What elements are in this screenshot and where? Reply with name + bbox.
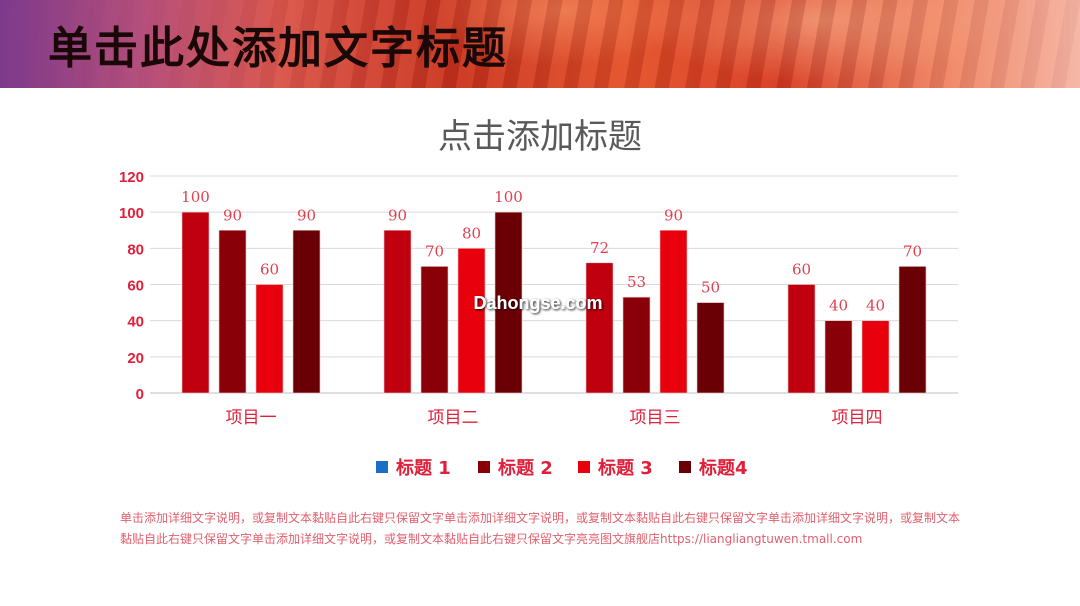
data-label: 90 [223, 206, 242, 224]
data-label: 100 [494, 188, 523, 206]
bar [585, 262, 614, 394]
data-label: 90 [664, 206, 683, 224]
data-label: 72 [590, 239, 609, 257]
data-label: 90 [388, 206, 407, 224]
data-label: 70 [425, 242, 444, 260]
bar [181, 211, 210, 394]
legend-swatch [679, 461, 691, 473]
footnote-text[interactable]: 单击添加详细文字说明，或复制文本黏贴自此右键只保留文字单击添加详细文字说明，或复… [120, 511, 961, 546]
y-tick-label: 60 [127, 278, 144, 295]
header-banner: 单击此处添加文字标题 [0, 0, 1080, 88]
legend-label[interactable]: 标题4 [698, 457, 748, 479]
y-tick-label: 120 [119, 169, 144, 186]
data-label: 60 [792, 261, 811, 279]
y-axis-ticks: 0 20 40 60 80 100 120 [119, 169, 144, 403]
chart-title[interactable]: 点击添加标题 [438, 118, 642, 156]
bar [494, 211, 523, 394]
data-label: 70 [903, 242, 922, 260]
legend-swatch [376, 461, 388, 473]
bars [181, 211, 927, 394]
legend-label[interactable]: 标题 2 [497, 457, 553, 479]
bar [292, 229, 321, 394]
bar [824, 320, 853, 394]
x-category-label: 项目一 [226, 408, 277, 428]
bar [696, 302, 725, 394]
data-label: 50 [701, 279, 720, 297]
bar [383, 229, 412, 394]
data-label: 60 [260, 261, 279, 279]
y-tick-label: 0 [136, 386, 144, 403]
legend: 标题 1 标题 2 标题 3 标题4 [376, 457, 748, 479]
gridlines [150, 175, 958, 394]
y-tick-label: 100 [119, 205, 144, 222]
y-tick-label: 20 [127, 350, 144, 367]
bar [659, 229, 688, 394]
x-category-label: 项目四 [832, 408, 883, 428]
bar [457, 248, 486, 394]
y-tick-label: 80 [127, 241, 144, 258]
data-label: 53 [627, 273, 646, 291]
banner-texture [0, 0, 1080, 88]
data-label: 90 [297, 206, 316, 224]
header-title[interactable]: 单击此处添加文字标题 [48, 23, 508, 74]
legend-swatch [578, 461, 590, 473]
x-category-label: 项目二 [428, 408, 479, 428]
data-label: 80 [462, 224, 481, 242]
bar [898, 266, 927, 394]
bar [861, 320, 890, 394]
data-label: 40 [866, 297, 885, 315]
bar [218, 229, 247, 394]
bar [787, 284, 816, 394]
watermark-text: Dahongse.com [473, 293, 602, 313]
legend-label[interactable]: 标题 1 [395, 457, 451, 479]
data-label: 100 [181, 188, 210, 206]
legend-label[interactable]: 标题 3 [597, 457, 653, 479]
bar [420, 266, 449, 394]
legend-swatch [478, 461, 490, 473]
y-tick-label: 40 [127, 314, 144, 331]
value-labels: 100 90 60 90 90 70 80 100 72 53 90 50 60 40 40 70 [181, 188, 922, 314]
x-category-label: 项目三 [630, 408, 681, 428]
bar [622, 296, 651, 394]
bar [255, 284, 284, 394]
x-axis-categories: 项目一 项目二 项目三 项目四 [226, 408, 883, 428]
data-label: 40 [829, 297, 848, 315]
